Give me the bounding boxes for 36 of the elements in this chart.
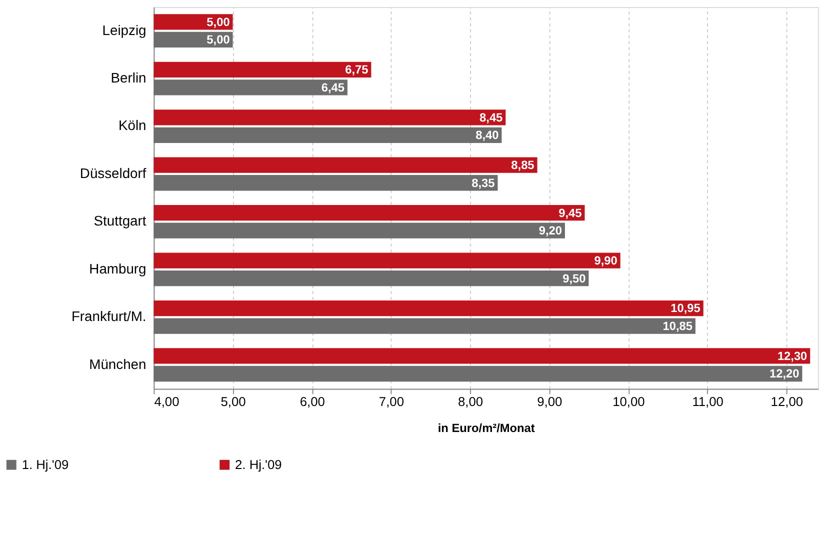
y-tick-label: München	[89, 356, 146, 372]
data-label: 12,20	[770, 366, 800, 381]
data-label: 9,45	[558, 206, 582, 220]
data-label: 8,35	[472, 176, 496, 190]
x-axis-title: in Euro/m²/Monat	[438, 420, 535, 435]
data-label: 10,95	[670, 301, 701, 316]
y-tick-label: Hamburg	[89, 260, 146, 276]
y-tick-label: Leipzig	[102, 22, 146, 38]
data-label: 9,90	[594, 254, 618, 268]
data-label: 5,00	[206, 32, 230, 47]
data-label: 6,75	[345, 62, 369, 77]
legend-label: 1. Hj.'09	[22, 456, 69, 472]
data-label: 12,30	[777, 348, 808, 363]
data-label: 8,40	[476, 128, 500, 142]
x-tick-label: 11,00	[692, 394, 724, 410]
x-tick-label: 8,00	[458, 394, 484, 410]
y-tick-label: Köln	[118, 117, 146, 134]
data-label: 5,00	[206, 14, 230, 29]
data-label: 9,20	[538, 224, 562, 238]
data-label: 9,50	[562, 271, 586, 286]
y-tick-label: Frankfurt/M.	[71, 308, 146, 324]
data-label: 8,85	[511, 158, 535, 172]
x-tick-label: 5,00	[220, 394, 246, 410]
y-tick-label: Düsseldorf	[80, 164, 146, 181]
y-tick-label: Berlin	[110, 70, 146, 86]
data-label: 10,85	[662, 319, 693, 333]
x-tick-label: 12,00	[770, 394, 804, 410]
x-tick-label: 4,00	[154, 394, 180, 410]
x-tick-label: 6,00	[300, 394, 325, 410]
x-tick-label: 9,00	[537, 394, 562, 410]
x-tick-label: 10,00	[612, 394, 645, 410]
y-tick-label: Stuttgart	[94, 212, 146, 229]
data-label: 6,45	[321, 80, 345, 94]
x-tick-label: 7,00	[378, 394, 404, 410]
legend-label: 2. Hj.'09	[235, 456, 282, 472]
data-label: 8,45	[480, 110, 504, 124]
